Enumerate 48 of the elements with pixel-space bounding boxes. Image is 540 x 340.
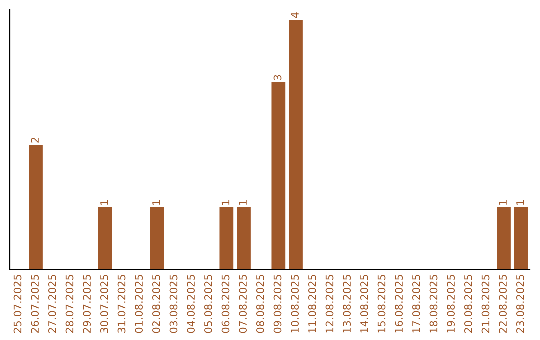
x-tick-label: 05.08.2025 [204,275,212,334]
x-tick-label: 22.08.2025 [499,275,508,334]
x-tick-label: 26.07.2025 [31,275,40,334]
x-tick-label: 31.07.2025 [118,275,126,334]
x-tick-label: 21.08.2025 [482,275,490,334]
data-label: 1 [152,200,160,205]
x-tick-label: 20.08.2025 [464,275,472,334]
bar [98,208,112,270]
bar [29,145,43,270]
x-tick-label: 30.07.2025 [100,275,108,334]
x-tick-label: 16.08.2025 [395,275,404,333]
x-tick-label: 04.08.2025 [187,275,196,334]
x-tick-label: 25.07.2025 [14,275,22,334]
x-tick-label: 27.07.2025 [48,275,56,334]
data-label: 1 [239,200,247,205]
x-tick-label: 01.08.2025 [135,275,144,334]
bar [150,208,164,270]
data-label: 3 [274,75,282,80]
x-tick-label: 09.08.2025 [274,275,282,334]
x-tick-label: 11.08.2025 [308,275,316,333]
data-label: 1 [100,200,108,205]
x-tick-label: 02.08.2025 [152,275,160,334]
bar [272,82,286,270]
data-label: 1 [499,200,507,205]
x-tick-label: 17.08.2025 [412,275,420,333]
x-tick-label: 10.08.2025 [291,275,300,333]
x-tick-label: 14.08.2025 [360,275,368,333]
data-label: 2 [31,138,39,143]
x-tick-label: 03.08.2025 [170,275,178,334]
x-tick-label: 15.08.2025 [378,275,386,333]
x-tick-label: 18.08.2025 [430,275,438,333]
x-tick-label: 07.08.2025 [239,275,248,334]
x-tick-label: 23.08.2025 [516,275,524,334]
x-tick-label: 29.07.2025 [83,275,92,334]
bar [220,208,234,270]
x-tick-label: 28.07.2025 [66,275,74,334]
x-tick-label: 12.08.2025 [326,275,334,333]
bar [237,208,251,270]
x-tick-label: 06.08.2025 [222,275,230,334]
bar [289,20,303,270]
data-label: 4 [291,12,299,18]
x-tick-label: 19.08.2025 [447,275,456,333]
bar [497,208,511,270]
data-label: 1 [222,200,230,205]
data-label: 1 [516,200,524,205]
bar [514,208,528,270]
x-tick-label: 13.08.2025 [343,275,352,333]
x-tick-label: 08.08.2025 [256,275,264,334]
